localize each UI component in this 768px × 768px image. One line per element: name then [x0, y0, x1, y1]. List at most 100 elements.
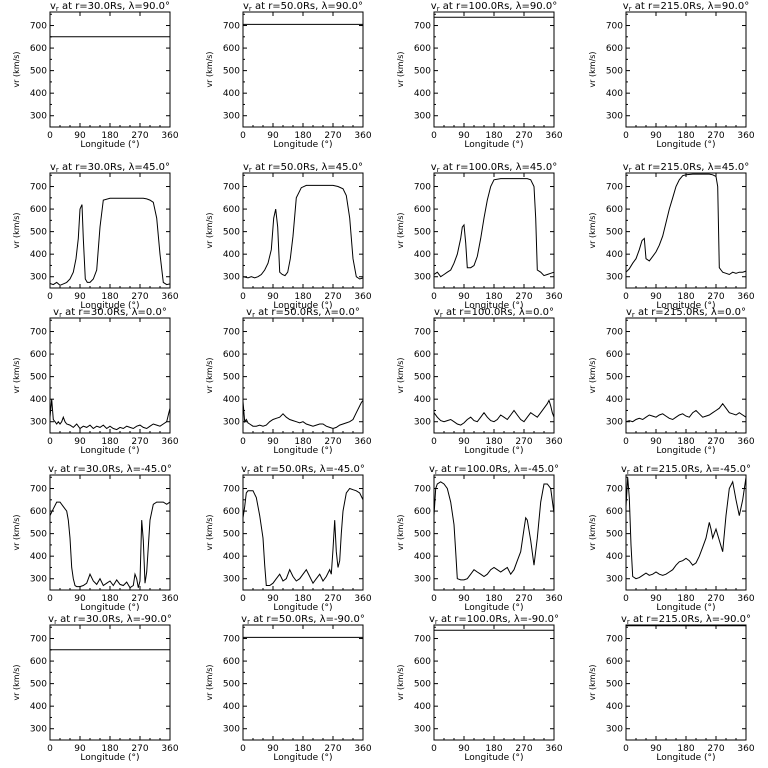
y-tick-label: 600	[223, 507, 240, 517]
y-axis-label: vr (km/s)	[588, 51, 597, 87]
chart-panel: vr at r=50.0Rs, λ=-45.0° 0 90 180 270 360 300 4…	[205, 464, 372, 613]
y-axis-label: vr (km/s)	[12, 51, 21, 87]
y-tick-label: 500	[606, 530, 623, 540]
x-tick-label: 90	[267, 131, 279, 141]
y-tick-label: 700	[606, 183, 623, 193]
y-axis-label: vr (km/s)	[12, 212, 21, 248]
x-tick-label: 0	[623, 744, 629, 754]
y-tick-label: 400	[606, 702, 623, 712]
chart-panel: vr at r=215.0Rs, λ=-90.0° 0 90 180 270 360 300…	[588, 614, 755, 763]
chart-panel: vr at r=50.0Rs, λ=90.0° 0 90 180 270 360 300 40…	[205, 1, 372, 150]
y-tick-label: 500	[223, 67, 240, 77]
y-tick-label: 300	[30, 418, 47, 428]
y-tick-label: 500	[30, 680, 47, 690]
plot-frame	[49, 624, 171, 741]
y-tick-label: 400	[223, 552, 240, 562]
y-tick-label: 400	[606, 250, 623, 260]
x-tick-label: 0	[623, 437, 629, 447]
panel-title: vr at r=215.0Rs, λ=90.0°	[623, 1, 749, 13]
x-tick-label: 270	[515, 131, 532, 141]
y-tick-label: 600	[223, 350, 240, 360]
y-tick-label: 400	[414, 250, 431, 260]
x-tick-label: 90	[458, 744, 470, 754]
chart-panel: vr at r=215.0Rs, λ=45.0° 0 90 180 270 360 300 4…	[588, 162, 755, 311]
y-axis-label: vr (km/s)	[588, 664, 597, 700]
x-tick-label: 270	[515, 292, 532, 302]
x-tick-label: 90	[458, 131, 470, 141]
y-tick-label: 400	[30, 702, 47, 712]
data-series-line	[242, 184, 364, 280]
x-tick-label: 360	[354, 437, 371, 447]
chart-panel: vr at r=30.0Rs, λ=90.0° 0 90 180 270 360 300 40…	[12, 1, 179, 150]
y-tick-label: 500	[223, 530, 240, 540]
x-tick-label: 180	[294, 292, 311, 302]
y-tick-label: 600	[30, 657, 47, 667]
y-tick-label: 700	[223, 328, 240, 338]
y-tick-label: 500	[223, 228, 240, 238]
x-tick-label: 270	[515, 744, 532, 754]
y-tick-label: 700	[223, 183, 240, 193]
x-axis-label: Longitude (°)	[80, 446, 139, 456]
x-axis-label: Longitude (°)	[656, 603, 715, 613]
x-tick-label: 90	[650, 744, 662, 754]
y-tick-label: 300	[606, 112, 623, 122]
y-axis-label: vr (km/s)	[205, 664, 214, 700]
y-tick-label: 500	[606, 373, 623, 383]
x-tick-label: 360	[354, 131, 371, 141]
y-tick-label: 300	[414, 725, 431, 735]
x-tick-label: 270	[324, 437, 341, 447]
x-tick-label: 0	[47, 437, 53, 447]
x-tick-label: 0	[623, 594, 629, 604]
x-tick-label: 270	[324, 744, 341, 754]
y-tick-label: 300	[606, 725, 623, 735]
y-tick-label: 700	[606, 328, 623, 338]
data-series-line	[625, 402, 747, 423]
x-tick-label: 270	[707, 437, 724, 447]
x-tick-label: 180	[485, 131, 502, 141]
x-axis-label: Longitude (°)	[656, 301, 715, 311]
y-tick-label: 400	[30, 552, 47, 562]
chart-panel: vr at r=100.0Rs, λ=45.0° 0 90 180 270 360 300 4…	[396, 162, 563, 311]
panel-title: vr at r=50.0Rs, λ=0.0°	[246, 307, 360, 319]
y-tick-label: 300	[30, 575, 47, 585]
x-tick-label: 360	[737, 437, 754, 447]
y-tick-label: 300	[223, 112, 240, 122]
y-tick-label: 500	[606, 67, 623, 77]
data-series-line	[242, 487, 364, 586]
y-tick-label: 600	[606, 507, 623, 517]
x-tick-label: 270	[131, 131, 148, 141]
y-axis-label: vr (km/s)	[396, 514, 405, 550]
x-tick-label: 90	[458, 437, 470, 447]
x-axis-label: Longitude (°)	[273, 603, 332, 613]
panel-title: vr at r=50.0Rs, λ=-90.0°	[241, 614, 365, 626]
y-axis-label: vr (km/s)	[205, 514, 214, 550]
x-tick-label: 90	[267, 594, 279, 604]
y-tick-label: 600	[30, 44, 47, 54]
x-axis-label: Longitude (°)	[80, 603, 139, 613]
x-tick-label: 90	[74, 744, 86, 754]
y-tick-label: 300	[223, 725, 240, 735]
x-tick-label: 360	[737, 292, 754, 302]
x-tick-label: 90	[458, 594, 470, 604]
plot-frame	[49, 172, 171, 289]
panel-title: vr at r=100.0Rs, λ=45.0°	[431, 162, 557, 174]
x-tick-label: 180	[677, 131, 694, 141]
y-tick-label: 700	[30, 485, 47, 495]
y-tick-label: 300	[414, 418, 431, 428]
x-tick-label: 360	[354, 594, 371, 604]
chart-panel: vr at r=30.0Rs, λ=45.0° 0 90 180 270 360 300 40…	[12, 162, 179, 311]
y-tick-label: 600	[414, 44, 431, 54]
x-tick-label: 0	[47, 292, 53, 302]
x-tick-label: 360	[161, 131, 178, 141]
x-axis-label: Longitude (°)	[656, 140, 715, 150]
y-tick-label: 300	[606, 575, 623, 585]
x-tick-label: 180	[677, 437, 694, 447]
plot-frame	[242, 11, 364, 128]
panel-title: vr at r=215.0Rs, λ=-45.0°	[621, 464, 751, 476]
x-tick-label: 180	[294, 744, 311, 754]
x-axis-label: Longitude (°)	[273, 446, 332, 456]
data-series-line	[49, 197, 171, 286]
y-tick-label: 400	[414, 89, 431, 99]
x-tick-label: 90	[74, 437, 86, 447]
